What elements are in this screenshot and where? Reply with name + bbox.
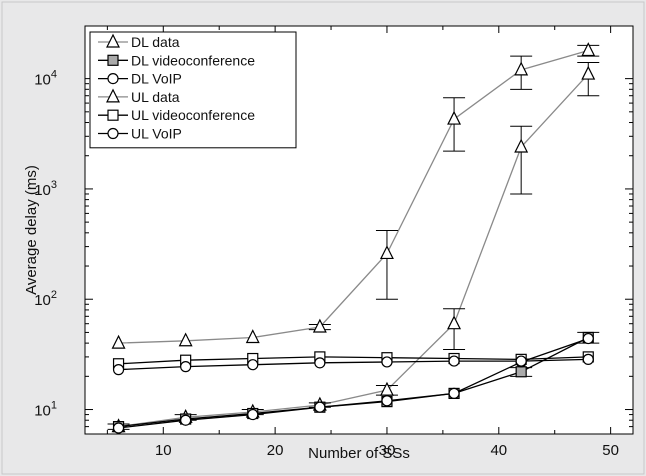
data-point-dl-voip: [112, 422, 125, 434]
legend-marker: [107, 54, 119, 66]
data-point-dl-voip: [381, 395, 393, 407]
series-line-dl-data: [118, 73, 589, 428]
data-point-dl-voip: [180, 414, 192, 426]
legend-item-ul-voip: UL VoIP: [98, 126, 182, 142]
legend-marker: [107, 109, 119, 121]
y-tick-label: 101: [34, 400, 57, 420]
legend-label: UL videoconference: [131, 107, 255, 123]
data-point-dl-voip: [314, 401, 326, 413]
data-point-dl-data: [514, 138, 529, 153]
data-point-ul-data: [178, 332, 193, 347]
data-point-ul-data: [379, 245, 394, 260]
data-point-dl-data: [379, 381, 394, 396]
data-point-dl-voip: [582, 332, 594, 345]
series-ul-data: [111, 42, 600, 349]
data-point-ul-data: [111, 334, 126, 349]
legend-item-ul-videoconference: UL videoconference: [98, 107, 255, 123]
x-axis-label: Number of SSs: [308, 445, 410, 462]
legend-item-dl-data: DL data: [98, 33, 180, 50]
data-point-ul-data: [312, 318, 327, 333]
series-layer: [107, 42, 600, 434]
data-point-ul-voip: [314, 357, 326, 369]
data-point-dl-voip: [247, 408, 259, 421]
y-axis-label: Average delay (ms): [23, 165, 40, 295]
legend-marker: [107, 127, 119, 140]
y-tick-label: 102: [34, 289, 57, 309]
data-point-dl-data: [581, 65, 596, 80]
legend-box: [89, 31, 297, 149]
y-tick-label: 103: [34, 179, 57, 199]
y-tick-label: 104: [34, 69, 57, 89]
legend-label: DL VoIP: [131, 71, 182, 87]
error-bar: [375, 229, 398, 300]
legend-item-dl-voip: DL VoIP: [98, 71, 182, 87]
series-line-ul-voip: [118, 358, 589, 371]
x-tick-label: 40: [490, 442, 507, 459]
legend-label: UL VoIP: [131, 126, 182, 142]
data-point-ul-voip: [180, 361, 192, 373]
data-point-ul-data: [447, 110, 462, 125]
data-point-ul-data: [514, 61, 529, 76]
legend-marker: [106, 88, 120, 103]
data-point-ul-data: [245, 329, 260, 344]
legend-item-dl-videoconference: DL videoconference: [98, 52, 255, 68]
data-point-ul-voip: [582, 353, 594, 365]
data-point-ul-voip: [112, 364, 125, 376]
x-tick-label: 20: [267, 442, 284, 459]
series-line-ul-data: [118, 49, 589, 344]
x-tick-label: 50: [602, 442, 619, 459]
data-point-ul-voip: [381, 356, 393, 368]
series-line-ul-videoconference: [118, 356, 589, 365]
legend-label: UL data: [131, 89, 180, 105]
legend-marker: [106, 33, 120, 48]
series-line-dl-voip: [118, 337, 589, 429]
data-point-ul-voip: [448, 355, 460, 367]
data-point-ul-voip: [247, 359, 259, 371]
x-axis-ticks: 10 20 30 40 50: [106, 26, 619, 459]
data-point-dl-videoconference: [515, 366, 527, 378]
legend-item-ul-data: UL data: [98, 88, 180, 105]
legend: DL data DL videoconference DL VoIP UL data U…: [89, 31, 297, 149]
y-axis-ticks: 101 102 103 104: [34, 69, 633, 435]
legend-marker: [107, 72, 119, 85]
series-ul-voip: [112, 353, 594, 376]
data-point-ul-voip: [515, 355, 527, 367]
data-point-ul-data: [581, 42, 596, 57]
legend-label: DL data: [131, 34, 180, 50]
x-tick-label: 30: [379, 442, 396, 459]
data-point-dl-voip: [448, 387, 460, 400]
data-point-dl-data: [447, 315, 462, 330]
error-bar: [510, 125, 533, 195]
legend-label: DL videoconference: [131, 52, 255, 68]
x-tick-label: 10: [155, 442, 172, 459]
